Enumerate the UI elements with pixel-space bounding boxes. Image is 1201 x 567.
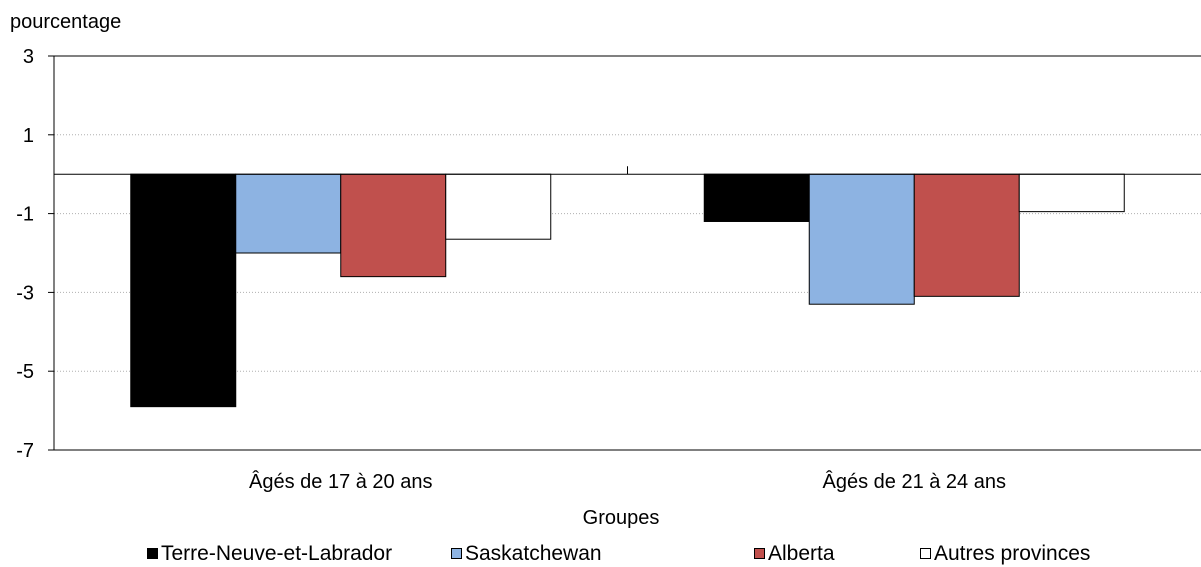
bar — [913, 173, 1020, 297]
y-tick-label: -3 — [16, 282, 34, 304]
x-axis-title: Groupes — [583, 507, 660, 529]
bar — [130, 173, 237, 408]
bar-chart: pourcentage 3 1 -1 -3 -5 -7 Âgés de 17 à 20 a… — [10, 11, 1201, 529]
x-axis-categories: Âgés de 17 à 20 ans Âgés de 21 à 24 ans — [249, 470, 1006, 493]
bar — [235, 173, 342, 254]
legend-label: Alberta — [768, 542, 835, 565]
legend-label: Terre-Neuve-et-Labrador — [161, 542, 393, 565]
legend: Terre-Neuve-et-Labrador Saskatchewan Alber… — [0, 540, 1201, 567]
legend-swatch — [920, 548, 931, 559]
y-tick-label: -7 — [16, 440, 34, 462]
y-axis-title: pourcentage — [10, 11, 121, 33]
x-category-label: Âgés de 17 à 20 ans — [249, 470, 432, 493]
legend-swatch — [451, 548, 462, 559]
y-tick-label: -1 — [16, 204, 34, 226]
bar — [703, 173, 810, 222]
bar — [1018, 173, 1125, 213]
legend-label: Autres provinces — [934, 542, 1091, 565]
y-tick-label: 1 — [23, 125, 34, 147]
bar — [808, 173, 915, 305]
x-category-label: Âgés de 21 à 24 ans — [823, 470, 1006, 493]
legend-label: Saskatchewan — [465, 542, 602, 565]
bars — [130, 173, 1125, 408]
y-tick-label: 3 — [23, 46, 34, 68]
y-tick-label: -5 — [16, 361, 34, 383]
bar — [340, 173, 447, 278]
axes — [53, 55, 1201, 451]
legend-item: Terre-Neuve-et-Labrador — [147, 540, 392, 567]
legend-item: Saskatchewan — [451, 540, 602, 567]
legend-item: Alberta — [754, 540, 835, 567]
legend-swatch — [754, 548, 765, 559]
legend-swatch — [147, 548, 158, 559]
y-axis-ticks: 3 1 -1 -3 -5 -7 — [16, 46, 54, 462]
legend-item: Autres provinces — [920, 540, 1090, 567]
bar — [445, 173, 552, 240]
